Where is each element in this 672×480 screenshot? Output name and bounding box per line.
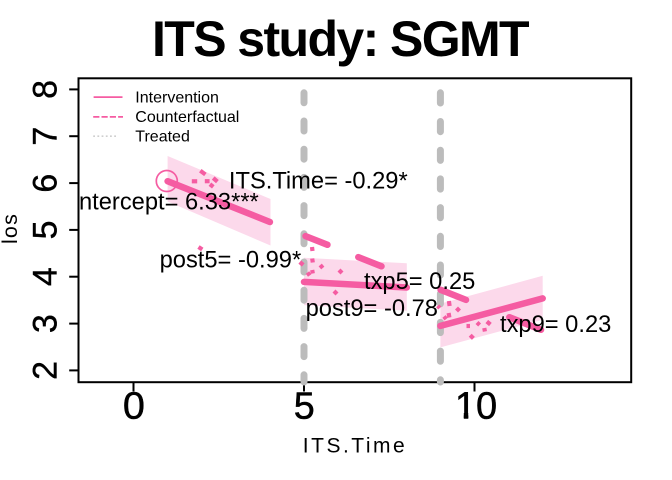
svg-text:8: 8 (27, 80, 65, 99)
svg-text:txp9= 0.23: txp9= 0.23 (500, 312, 611, 338)
svg-text:ITS study: SGMT: ITS study: SGMT (152, 11, 529, 67)
svg-text:txp5= 0.25: txp5= 0.25 (364, 269, 475, 295)
svg-text:6: 6 (27, 174, 65, 193)
svg-text:10: 10 (455, 385, 497, 427)
svg-text:ITS.Time: ITS.Time (303, 434, 407, 457)
svg-text:3: 3 (27, 314, 65, 333)
svg-text:Counterfactual: Counterfactual (135, 109, 239, 126)
svg-text:post5= -0.99*: post5= -0.99* (160, 247, 302, 273)
svg-text:5: 5 (27, 220, 65, 239)
svg-text:post9= -0.78: post9= -0.78 (306, 296, 438, 322)
svg-text:5: 5 (294, 385, 315, 427)
svg-text:los: los (0, 213, 22, 244)
svg-text:0: 0 (123, 385, 145, 427)
svg-text:ITS.Time= -0.29*: ITS.Time= -0.29* (229, 168, 408, 194)
svg-text:ntercept= 6.33***: ntercept= 6.33*** (79, 189, 259, 215)
svg-text:4: 4 (27, 267, 65, 286)
svg-text:Intervention: Intervention (135, 89, 219, 106)
svg-text:7: 7 (27, 127, 65, 146)
svg-text:2: 2 (27, 361, 65, 380)
svg-text:Treated: Treated (135, 129, 190, 146)
